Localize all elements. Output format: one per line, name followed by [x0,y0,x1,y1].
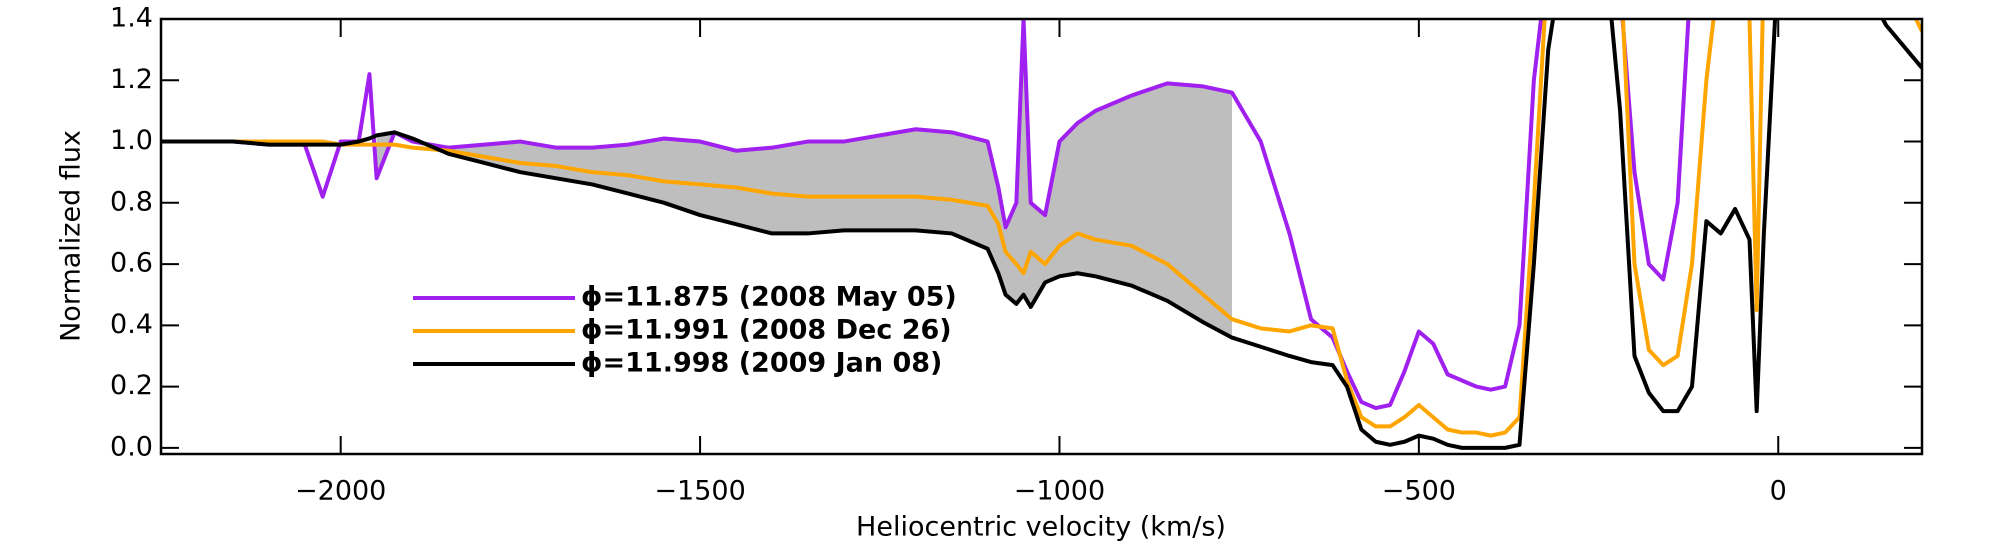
y-tick-label: 0.2 [110,370,153,401]
plot-area [161,19,1922,450]
y-axis-label: Normalized flux [56,130,87,342]
x-tick-label: 0 [1770,476,1787,507]
legend-label: ϕ=11.991 (2008 Dec 26) [581,315,952,346]
legend-label: ϕ=11.998 (2009 Jan 08) [581,348,942,379]
series-line [161,19,1691,411]
y-tick-label: 1.2 [110,64,153,95]
x-tick-label: −1500 [654,476,745,507]
y-tick-label: 0.4 [110,309,153,340]
y-tick-label: 1.0 [110,125,153,156]
x-axis-label: Heliocentric velocity (km/s) [856,512,1226,543]
x-tick-label: −1000 [1014,476,1105,507]
legend-label: ϕ=11.875 (2008 May 05) [581,282,957,313]
shaded-band [376,19,1232,338]
series-line [161,19,1922,450]
y-tick-label: 1.4 [110,3,153,34]
y-tick-label: 0.8 [110,186,153,217]
y-tick-label: 0.0 [110,431,153,462]
y-tick-label: 0.6 [110,248,153,279]
x-tick-label: −500 [1382,476,1456,507]
plot-frame [159,17,1924,456]
x-tick-label: −2000 [295,476,386,507]
series-line [161,19,1922,438]
